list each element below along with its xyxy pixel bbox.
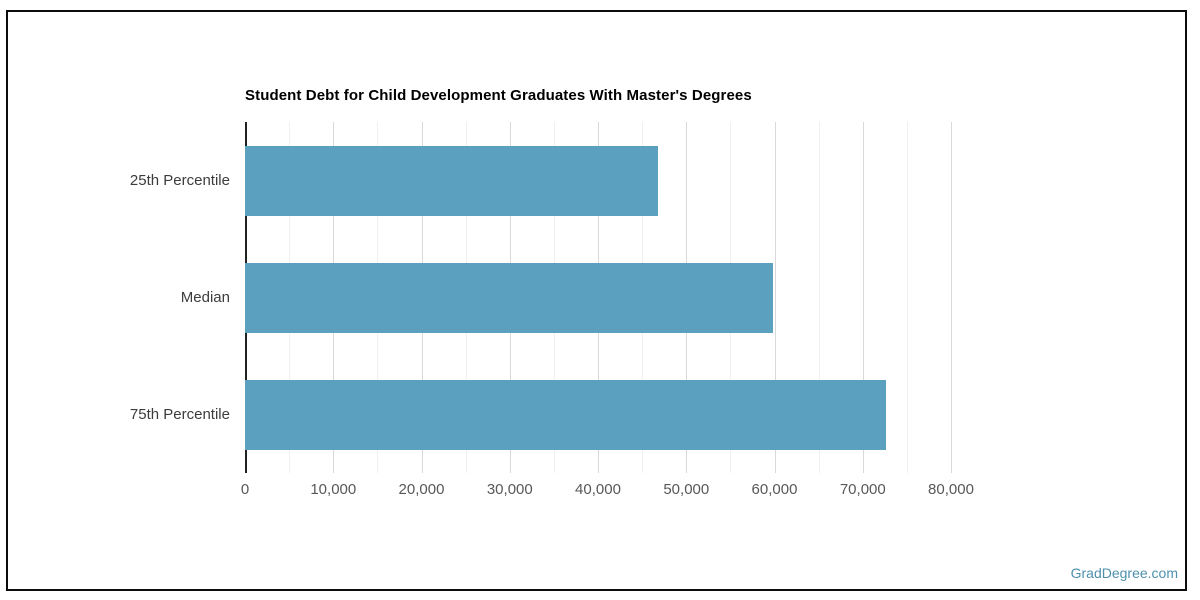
x-tick-label: 80,000 [928,481,974,498]
x-tick-label: 20,000 [398,481,445,498]
x-tick-label: 10,000 [310,481,357,498]
gridline [818,122,820,473]
gridline [951,122,952,473]
x-tick-label: 30,000 [486,481,533,498]
gridline [862,122,864,473]
bar-25th-percentile [245,145,658,216]
x-tick-label: 0 [240,481,250,498]
x-tick-label: 70,000 [839,481,886,498]
x-tick-label: 40,000 [575,481,621,498]
gridline [774,122,776,473]
category-label: Median [180,289,230,306]
gridline [906,122,908,473]
bar-median [245,262,773,333]
bar-75th-percentile [245,379,886,450]
category-label: 75th Percentile [129,406,230,423]
category-label: 25th Percentile [129,172,230,189]
x-tick-label: 60,000 [751,481,798,498]
chart-title: Student Debt for Child Development Gradu… [245,87,752,104]
plot-area [245,122,955,473]
watermark-link[interactable]: GradDegree.com [1070,565,1178,581]
x-tick-label: 50,000 [663,481,710,498]
